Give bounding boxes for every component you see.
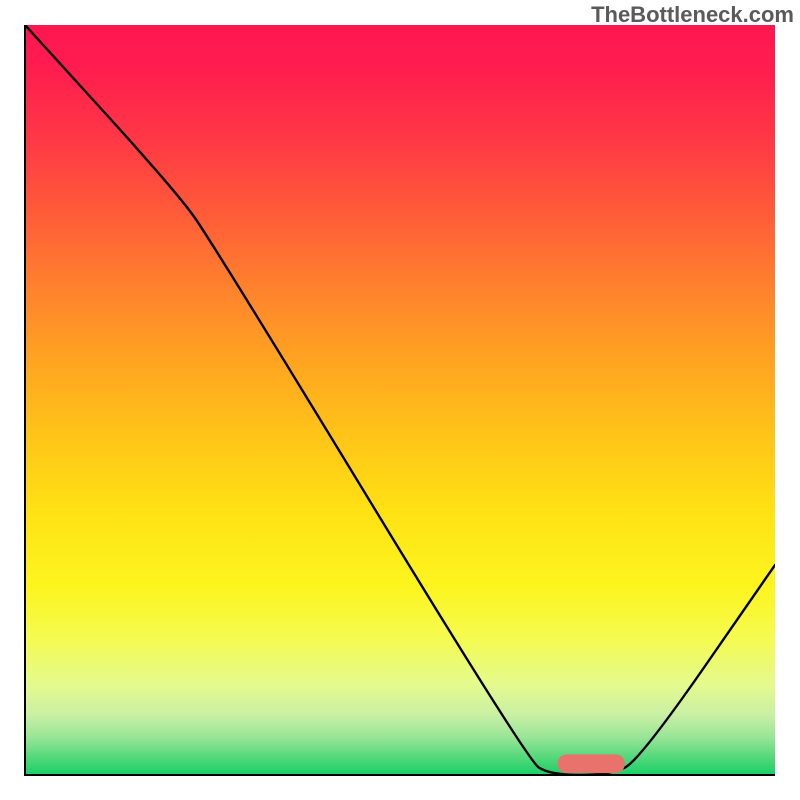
watermark-text: TheBottleneck.com <box>591 2 794 28</box>
optimal-marker <box>558 754 626 773</box>
plot-background <box>25 25 775 775</box>
chart-frame: TheBottleneck.com <box>0 0 800 800</box>
bottleneck-chart <box>0 0 800 800</box>
